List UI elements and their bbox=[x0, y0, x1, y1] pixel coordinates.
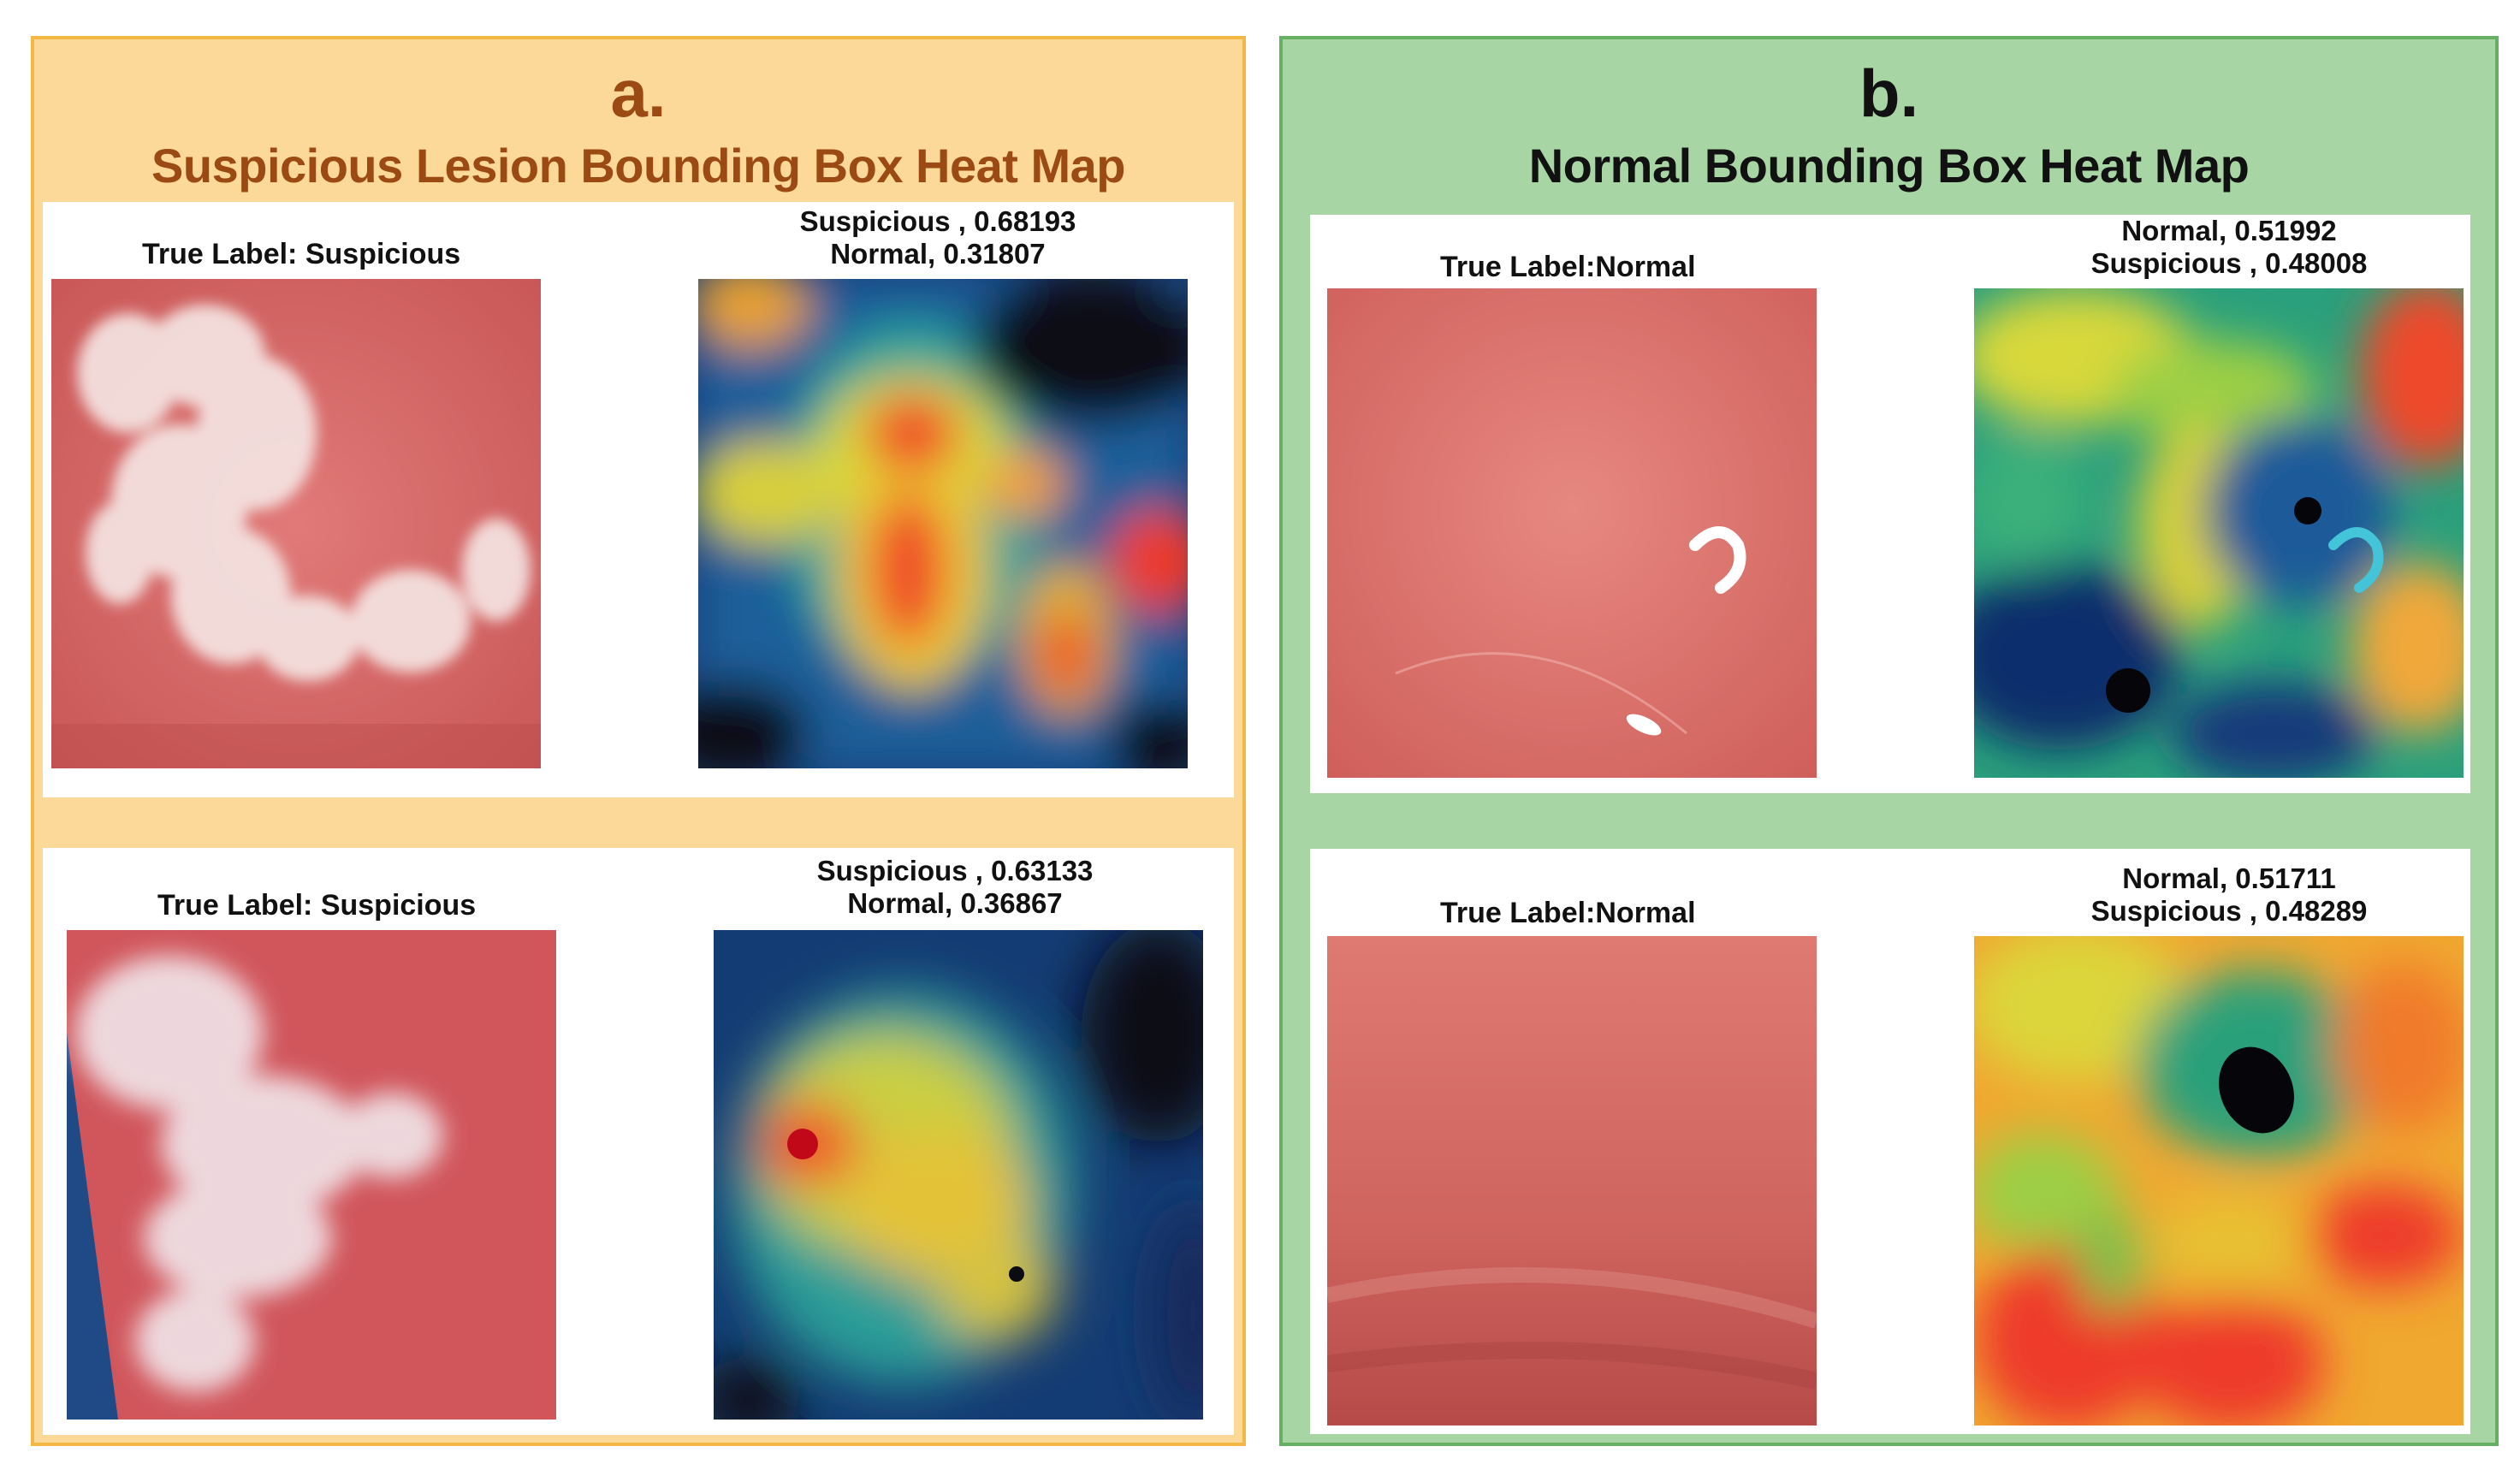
prediction-line-2: Normal, 0.31807 bbox=[830, 238, 1046, 270]
prediction-scores: Suspicious , 0.63133 Normal, 0.36867 bbox=[784, 855, 1126, 920]
heat-map bbox=[698, 279, 1188, 768]
true-label-caption: True Label:Normal bbox=[1440, 897, 1696, 929]
panel-a: a. Suspicious Lesion Bounding Box Heat M… bbox=[31, 36, 1246, 1446]
panel-a-letter: a. bbox=[610, 56, 667, 131]
normal-photo bbox=[1327, 288, 1817, 778]
panel-b-row-1: True Label:Normal Normal, 0.51992 Suspic… bbox=[1310, 215, 2470, 793]
panel-b-title: Normal Bounding Box Heat Map bbox=[1528, 139, 2250, 193]
panel-a-title: Suspicious Lesion Bounding Box Heat Map bbox=[151, 139, 1125, 193]
prediction-line-2: Suspicious , 0.48289 bbox=[2090, 895, 2368, 927]
lesion-photo bbox=[67, 930, 556, 1420]
normal-photo bbox=[1327, 936, 1817, 1426]
prediction-scores: Normal, 0.51992 Suspicious , 0.48008 bbox=[2041, 215, 2417, 280]
prediction-scores: Normal, 0.51711 Suspicious , 0.48289 bbox=[2041, 862, 2417, 928]
panel-b-letter: b. bbox=[1859, 56, 1919, 131]
prediction-line-1: Normal, 0.51711 bbox=[2122, 862, 2336, 894]
prediction-line-2: Suspicious , 0.48008 bbox=[2090, 247, 2368, 279]
panel-a-row-1: True Label: Suspicious Suspicious , 0.68… bbox=[43, 202, 1234, 797]
lesion-photo bbox=[51, 279, 541, 768]
heat-map bbox=[1974, 288, 2464, 778]
panel-b-row-2: True Label:Normal Normal, 0.51711 Suspic… bbox=[1310, 849, 2470, 1434]
panel-b: b. Normal Bounding Box Heat Map True Lab… bbox=[1279, 36, 2499, 1446]
prediction-line-2: Normal, 0.36867 bbox=[847, 887, 1063, 919]
panel-a-row-2: True Label: Suspicious Suspicious , 0.63… bbox=[43, 848, 1234, 1435]
prediction-line-1: Suspicious , 0.68193 bbox=[799, 205, 1076, 237]
heat-map bbox=[714, 930, 1203, 1420]
true-label-caption: True Label:Normal bbox=[1440, 251, 1696, 283]
prediction-line-1: Suspicious , 0.63133 bbox=[816, 855, 1094, 886]
true-label-caption: True Label: Suspicious bbox=[142, 238, 461, 270]
heat-map bbox=[1974, 936, 2464, 1426]
true-label-caption: True Label: Suspicious bbox=[157, 889, 477, 922]
prediction-scores: Suspicious , 0.68193 Normal, 0.31807 bbox=[767, 205, 1109, 270]
prediction-line-1: Normal, 0.51992 bbox=[2121, 215, 2337, 246]
